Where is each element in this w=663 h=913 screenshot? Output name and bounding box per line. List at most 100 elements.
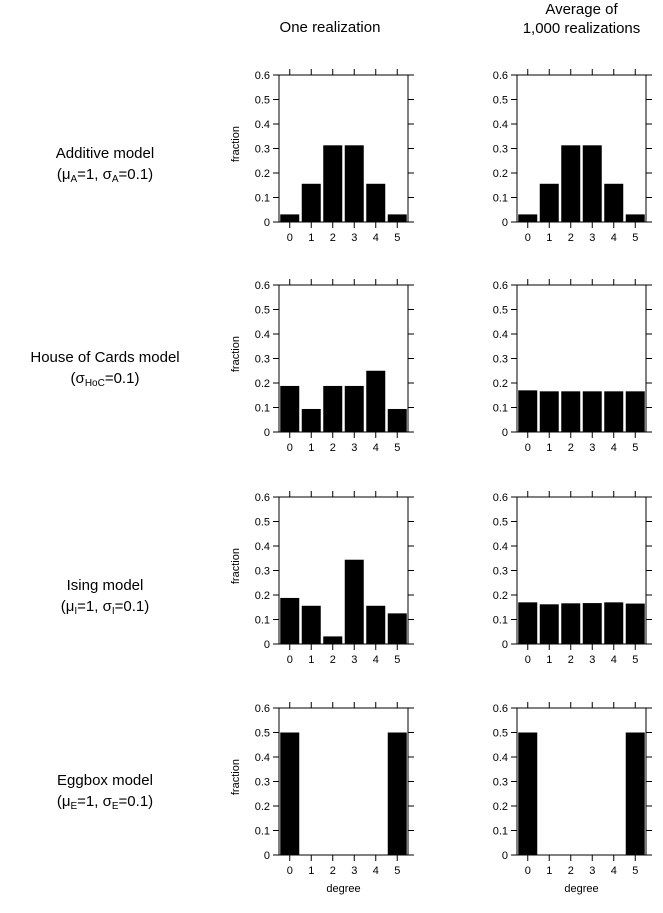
x-tick-label: 3 [351,865,357,877]
x-tick-label: 5 [632,654,638,666]
y-tick-label: 0.4 [493,752,508,764]
y-tick-label: 0.6 [255,492,270,504]
bar [604,183,624,222]
param-symbol: μ [61,166,71,183]
x-tick-label: 5 [632,865,638,877]
x-tick-label: 2 [330,232,336,244]
bar [366,605,386,644]
x-tick-label: 2 [568,442,574,454]
bar [518,214,538,222]
plot-frame [516,74,647,223]
y-tick-label: 0.5 [255,95,270,107]
param-symbol: σ [102,166,112,183]
bar [344,385,364,432]
param-symbol: μ [61,793,71,810]
row-title: House of Cards model [30,349,180,366]
y-tick-label: 0 [502,850,508,862]
bar [387,732,407,855]
param-symbol: σ [75,370,85,387]
x-tick-label: 0 [525,442,531,454]
bar [561,145,581,222]
y-tick-label: 0.3 [493,144,508,156]
y-tick-label: 0.3 [493,777,508,789]
bar [301,183,321,222]
y-tick-label: 0 [264,217,270,229]
bar [625,214,645,222]
x-tick-label: 3 [589,865,595,877]
x-tick-label: 4 [611,654,617,666]
y-tick-label: 0.5 [493,728,508,740]
column-header-one-realization: One realization [255,18,405,37]
bar [280,214,300,222]
y-tick-label: 0.2 [255,168,270,180]
x-tick-label: 4 [373,442,379,454]
x-tick-label: 0 [287,442,293,454]
y-tick-label: 0.3 [493,354,508,366]
y-tick-label: 0.5 [255,517,270,529]
bar [387,214,407,222]
y-tick-label: 0.2 [493,801,508,813]
y-tick-label: 0.4 [493,541,508,553]
param-subscript: A [70,174,78,185]
x-tick-label: 0 [525,232,531,244]
y-tick-label: 0.6 [493,280,508,292]
row-label-additive: Additive model (μA=1, σA=0.1) [0,143,210,185]
x-tick-label: 1 [308,865,314,877]
x-tick-label: 0 [287,232,293,244]
y-axis-label: fraction [230,336,242,372]
y-tick-label: 0.6 [493,492,508,504]
y-tick-label: 0.6 [493,703,508,715]
bar [518,732,538,855]
x-tick-label: 2 [568,865,574,877]
bar [301,408,321,432]
y-tick-label: 0 [502,427,508,439]
y-tick-label: 0.6 [255,703,270,715]
param-subscript: A [111,174,119,185]
bar [604,602,624,644]
param-subscript: E [111,801,119,812]
x-tick-label: 5 [394,654,400,666]
x-axis-label: degree [564,883,598,895]
x-tick-label: 0 [287,865,293,877]
bar [561,603,581,644]
y-tick-label: 0.5 [493,305,508,317]
param-value: =0.1 [118,166,149,183]
bar [344,145,364,222]
x-tick-label: 2 [568,232,574,244]
y-tick-label: 0 [264,850,270,862]
param-value: =1 [77,166,95,183]
bar [518,390,538,432]
y-tick-label: 0 [502,217,508,229]
row-params: (μE=1, σE=0.1) [56,793,154,812]
x-tick-label: 4 [373,654,379,666]
param-subscript: I [74,606,78,617]
bar [604,391,624,432]
param-symbol: σ [102,598,112,615]
param-value: =1 [77,598,95,615]
row-params: (μA=1, σA=0.1) [56,166,154,185]
plot-frame [278,74,409,223]
bar [387,613,407,644]
bar [366,183,386,222]
x-tick-label: 2 [330,865,336,877]
bar [280,385,300,432]
y-tick-label: 0.1 [255,403,270,415]
param-value: =0.1 [118,793,149,810]
bar [344,559,364,644]
x-tick-label: 4 [611,442,617,454]
y-tick-label: 0.1 [493,193,508,205]
param-symbol: μ [65,598,75,615]
row-label-eggbox: Eggbox model (μE=1, σE=0.1) [0,770,210,812]
param-symbol: σ [102,793,112,810]
y-tick-label: 0.3 [493,566,508,578]
row-params: (μI=1, σI=0.1) [60,598,150,617]
y-tick-label: 0 [264,427,270,439]
y-tick-label: 0.2 [493,378,508,390]
y-tick-label: 0.1 [255,826,270,838]
bar [625,391,645,432]
column-header-average: Average of 1,000 realizations [500,0,663,38]
y-tick-label: 0.1 [493,615,508,627]
y-tick-label: 0.1 [255,615,270,627]
y-tick-label: 0.3 [255,566,270,578]
y-tick-label: 0.4 [255,752,270,764]
